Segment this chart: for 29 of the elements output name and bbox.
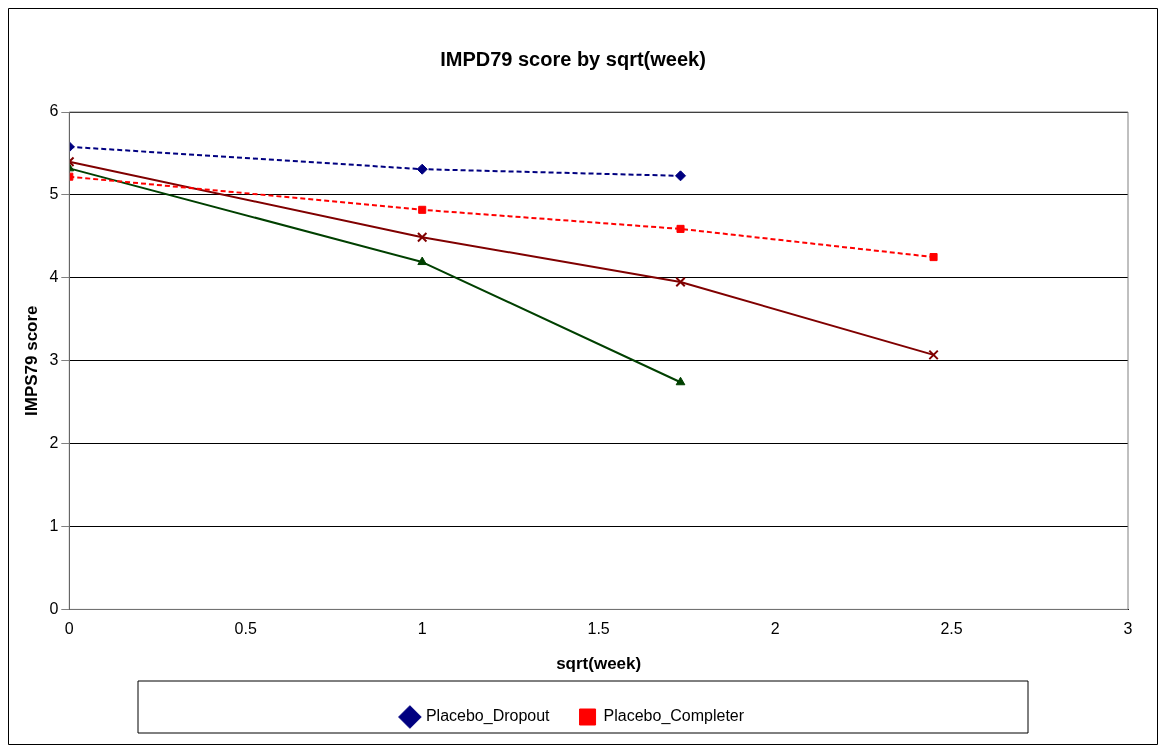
y-tick-label: 3 xyxy=(49,351,59,369)
y-axis-title: IMPS79 score xyxy=(21,305,41,416)
point xyxy=(418,205,427,214)
legend-label: Placebo_Completer xyxy=(603,707,745,726)
x-tick-label: 1.5 xyxy=(587,620,610,638)
point xyxy=(675,276,686,288)
point xyxy=(929,253,938,262)
point xyxy=(416,163,428,175)
y-tick-label: 6 xyxy=(49,102,59,120)
point xyxy=(416,231,428,243)
x-tick-label: 2.5 xyxy=(940,620,963,638)
point xyxy=(676,224,685,233)
point xyxy=(417,256,428,266)
x-tick-label: 1 xyxy=(417,620,427,638)
x-tick-label: 3 xyxy=(1123,620,1133,638)
point xyxy=(675,376,686,386)
legend-label: Placebo_Dropout xyxy=(425,707,551,726)
x-tick-label: 0.5 xyxy=(234,620,257,638)
point xyxy=(675,170,687,182)
y-tick-label: 0 xyxy=(49,599,59,617)
y-tick-label: 4 xyxy=(49,268,59,286)
chart-title: IMPD79 score by sqrt(week) xyxy=(440,47,706,70)
point xyxy=(928,349,939,361)
x-tick-label: 0 xyxy=(64,620,74,638)
x-tick-label: 2 xyxy=(770,620,780,638)
y-tick-label: 1 xyxy=(49,516,59,534)
x-axis-title: sqrt(week) xyxy=(556,654,642,674)
y-tick-label: 5 xyxy=(49,185,59,203)
y-tick-label: 2 xyxy=(49,434,59,452)
